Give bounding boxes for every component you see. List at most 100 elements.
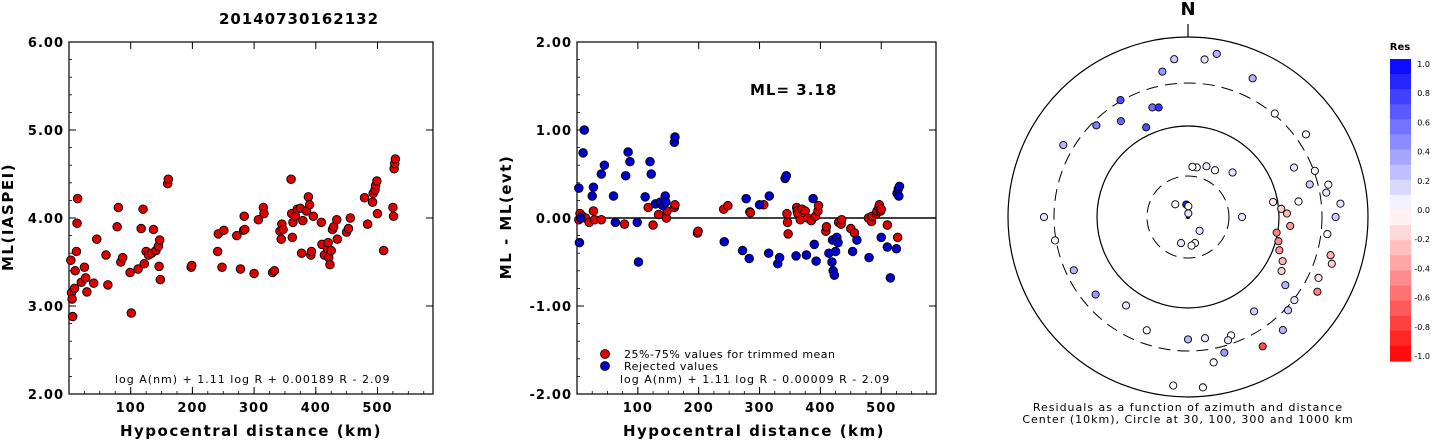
rejected-point (596, 169, 607, 179)
colorbar-tick-label: -0.4 (1414, 264, 1430, 273)
left-point (79, 262, 90, 273)
colorbar-band (1390, 285, 1411, 302)
station-residual-point (1326, 251, 1335, 260)
rejected-point (801, 250, 812, 260)
left-point (72, 193, 83, 204)
colorbar-tick-label: -0.6 (1414, 294, 1430, 303)
rejected-point (829, 270, 840, 280)
station-residual-point (1187, 241, 1196, 250)
station-residual-point (1237, 212, 1247, 222)
left-point (359, 193, 370, 203)
rejected-point (830, 246, 841, 257)
station-residual-point (1258, 342, 1267, 351)
left-point (112, 222, 122, 232)
left-point (92, 234, 102, 244)
left-point (332, 215, 342, 225)
ml-annotation: ML= 3.18 (750, 81, 837, 99)
middle-x-tick-label: 100 (623, 401, 653, 416)
left-point (239, 211, 249, 221)
station-residual-point (1301, 130, 1311, 139)
middle-points (574, 125, 905, 283)
rejected-point (882, 242, 893, 252)
rejected-point (744, 253, 754, 264)
left-point (155, 274, 166, 285)
left-point (103, 280, 113, 290)
station-residual-point (1305, 180, 1314, 189)
station-residual-point (1092, 121, 1101, 130)
rejected-point (894, 181, 905, 192)
station-residual-point (1116, 96, 1125, 105)
left-point (332, 234, 343, 244)
left-point (390, 154, 401, 164)
left-point (286, 174, 296, 185)
station-residual-point (1250, 307, 1259, 316)
station-residual-point (1277, 266, 1286, 276)
middle-y-tick-label: 1.00 (536, 124, 572, 139)
middle-x-tick-label: 500 (866, 401, 896, 416)
accepted-point (782, 217, 793, 228)
left-point (154, 261, 164, 272)
left-point (278, 224, 288, 235)
rejected-point (763, 248, 774, 258)
station-residual-point (1322, 188, 1331, 197)
left-point (372, 176, 382, 186)
rejected-point (620, 171, 631, 181)
left-x-axis-label: Hypocentral distance (km) (120, 422, 382, 440)
accepted-point (648, 220, 658, 230)
rejected-point (599, 160, 610, 170)
station-residual-point (1281, 281, 1290, 290)
left-y-tick-label: 6.00 (28, 36, 64, 51)
station-residual-point (1248, 74, 1257, 83)
colorbar-band (1390, 134, 1411, 151)
left-y-axis-label: ML(IASPEI) (0, 163, 17, 271)
accepted-point (882, 220, 893, 230)
left-point (163, 174, 174, 185)
station-residual-point (1277, 204, 1286, 213)
rejected-point (864, 252, 874, 263)
rejected-point (781, 171, 792, 181)
left-point (72, 218, 82, 229)
figure-title: 20140730162132 (219, 10, 379, 28)
rejected-point (847, 246, 858, 257)
left-y-tick-label: 2.00 (28, 388, 64, 403)
left-point (308, 211, 319, 221)
left-point (154, 235, 165, 245)
station-residual-point (1195, 226, 1204, 235)
station-residual-point (1283, 306, 1293, 315)
rejected-point (774, 252, 785, 263)
middle-ticks: 100 200 300 400 500 -2.00 -1.00 0.00 1.00 2.00 (530, 36, 936, 416)
left-point (303, 192, 314, 202)
left-point (66, 255, 76, 265)
rejected-point (578, 148, 588, 158)
station-residual-point (1188, 162, 1197, 171)
rejected-point (610, 217, 621, 228)
middle-y-tick-label: 0.00 (536, 212, 572, 227)
station-residual-point (1228, 168, 1237, 177)
station-residual-point (1051, 236, 1060, 245)
rejected-point (827, 257, 837, 267)
left-x-tick-label: 100 (116, 401, 146, 416)
left-point (187, 260, 197, 271)
left-point (298, 215, 308, 226)
left-point (138, 204, 148, 214)
colorbar-band (1390, 225, 1411, 241)
left-x-tick-label: 400 (301, 401, 331, 416)
rejected-point (737, 245, 748, 256)
rejected-point (811, 256, 821, 266)
rejected-point (625, 156, 635, 167)
legend-rejected-label: Rejected values (624, 360, 719, 373)
rejected-point (741, 193, 751, 204)
station-residual-point (1272, 228, 1281, 237)
station-residual-point (1091, 290, 1100, 299)
rejected-point (809, 239, 820, 250)
accepted-point (836, 215, 847, 225)
left-y-tick-label: 4.00 (28, 212, 64, 227)
left-point (136, 223, 146, 234)
left-point (323, 237, 333, 248)
colorbar-band (1390, 74, 1411, 90)
colorbar-tick-label: 0.4 (1417, 148, 1430, 157)
colorbar-band (1390, 164, 1411, 181)
rejected-point (833, 237, 843, 248)
legend-accepted-marker (600, 349, 610, 359)
accepted-point (723, 200, 733, 211)
